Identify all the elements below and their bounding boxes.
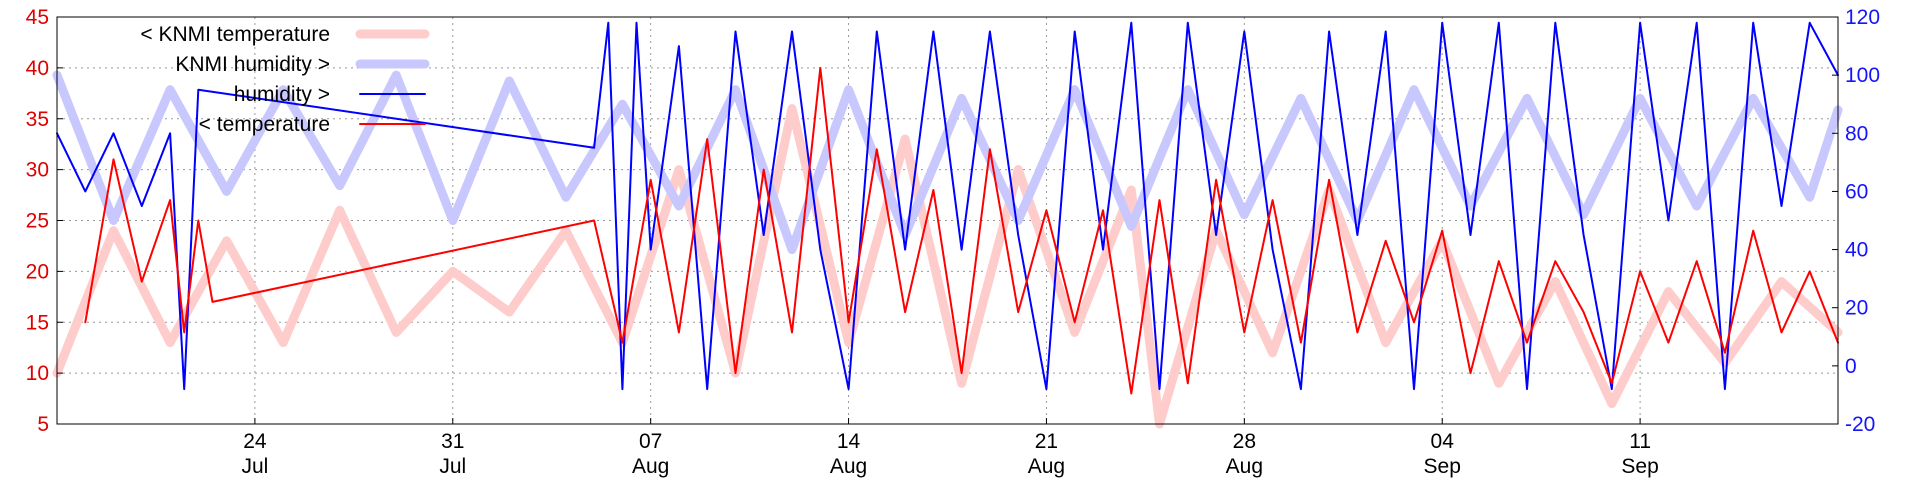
y-left-tick-label: 35 xyxy=(26,108,49,131)
x-tick-day-label: 21 xyxy=(1035,430,1058,453)
y-right-tick-label: 120 xyxy=(1845,6,1880,29)
y-left-tick-label: 30 xyxy=(26,159,49,182)
x-tick-month-label: Sep xyxy=(1621,455,1658,478)
y-right-tick-label: 60 xyxy=(1845,180,1868,203)
x-tick-day-label: 31 xyxy=(441,430,464,453)
x-tick-day-label: 11 xyxy=(1629,430,1651,453)
y-left-tick-label: 20 xyxy=(26,260,49,283)
grid xyxy=(57,17,1838,424)
x-tick-day-label: 14 xyxy=(837,430,861,453)
y-right-tick-label: 80 xyxy=(1845,122,1868,145)
legend-label: KNMI humidity > xyxy=(175,53,330,76)
x-tick-day-label: 04 xyxy=(1431,430,1455,453)
legend-label: humidity > xyxy=(234,83,330,106)
x-tick-day-label: 24 xyxy=(243,430,267,453)
x-tick-month-label: Aug xyxy=(1028,455,1065,478)
x-tick-month-label: Jul xyxy=(241,455,268,478)
y-right-tick-label: 20 xyxy=(1845,297,1868,320)
y-left-tick-label: 5 xyxy=(37,413,49,436)
legend-label: < KNMI temperature xyxy=(140,23,330,46)
x-tick-month-label: Aug xyxy=(1226,455,1263,478)
series-line-2 xyxy=(52,70,1843,255)
legend-label: < temperature xyxy=(199,113,330,136)
x-tick-day-label: 28 xyxy=(1233,430,1256,453)
y-right-tick-label: 40 xyxy=(1845,239,1868,262)
y-left-tick-label: 25 xyxy=(26,210,49,233)
y-right-tick-label: -20 xyxy=(1845,413,1875,436)
y-right-tick-label: 0 xyxy=(1845,355,1857,378)
series-line-4 xyxy=(84,66,1839,395)
x-tick-day-label: 07 xyxy=(639,430,662,453)
x-tick-month-label: Aug xyxy=(632,455,669,478)
series-layer xyxy=(52,21,1843,429)
legend: < KNMI temperature KNMI humidity > humidit… xyxy=(140,23,430,136)
y-right-tick-label: 100 xyxy=(1845,64,1880,87)
x-tick-month-label: Jul xyxy=(439,455,466,478)
x-tick-month-label: Sep xyxy=(1424,455,1461,478)
y-left-tick-label: 45 xyxy=(26,6,49,29)
ticks: 51015202530354045-2002040608010012024Jul… xyxy=(26,6,1880,478)
y-left-tick-label: 15 xyxy=(26,311,49,334)
y-left-tick-label: 40 xyxy=(26,57,49,80)
y-left-tick-label: 10 xyxy=(26,362,49,385)
x-tick-month-label: Aug xyxy=(830,455,867,478)
